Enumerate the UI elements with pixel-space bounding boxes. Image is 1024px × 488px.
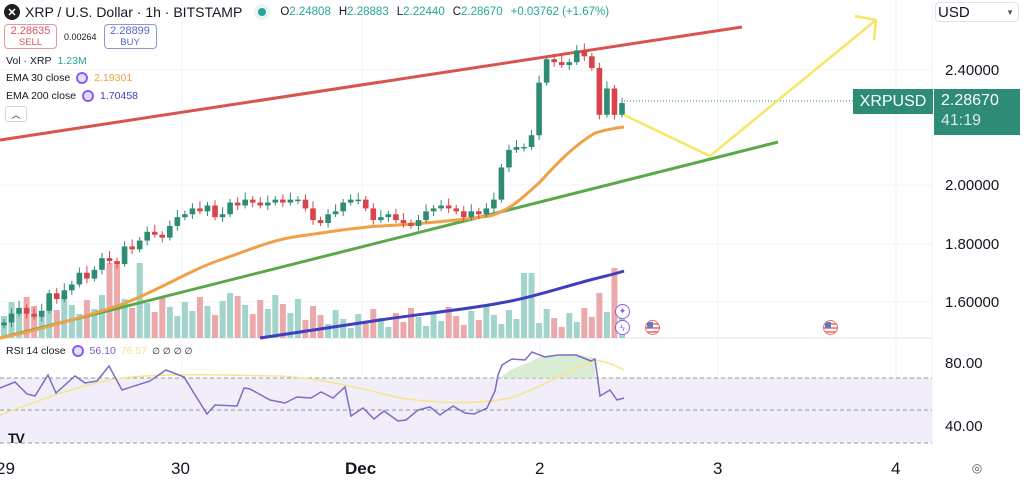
price-tick: 1.60000 <box>945 294 1000 311</box>
price-change: +0.03762 (+1.67%) <box>510 6 610 18</box>
settings-icon[interactable]: ◎ <box>971 461 983 475</box>
collapse-legend-button[interactable]: ︿ <box>5 106 27 122</box>
rsi-tick: 80.00 <box>945 355 983 372</box>
source-icon <box>82 90 95 102</box>
support-trendline[interactable] <box>0 140 779 340</box>
projection-arrowhead <box>854 14 878 41</box>
us-economic-event-icon[interactable] <box>823 320 838 335</box>
resistance-trendline[interactable] <box>0 25 743 142</box>
price-tick: 2.40000 <box>945 62 1000 79</box>
time-tick: 30 <box>171 459 190 478</box>
market-status-icon[interactable] <box>258 8 267 16</box>
time-tick: 4 <box>891 459 901 478</box>
ema200-line <box>259 269 625 340</box>
ema30-line <box>0 125 625 340</box>
symbol-header: ✕ XRP / U.S. Dollar · 1h · BITSTAMP O2.2… <box>4 2 609 22</box>
dividend-event-icon[interactable]: ϟ <box>615 320 630 335</box>
projection-path[interactable] <box>623 19 877 158</box>
grid <box>0 0 932 445</box>
ohlc-low: L2.22440 <box>396 6 445 18</box>
spread-value: 0.00264 <box>64 31 97 42</box>
us-economic-event-icon[interactable] <box>645 320 660 335</box>
ohlc-open: O2.24808 <box>280 6 331 18</box>
legend-ema30[interactable]: EMA 30 close 2.19301 <box>6 72 133 84</box>
price-tick: 2.00000 <box>945 177 1000 194</box>
time-tick: 2 <box>535 459 545 478</box>
symbol-price-label: XRPUSD <box>853 89 933 114</box>
rsi-line <box>0 351 625 422</box>
legend-ema200[interactable]: EMA 200 close 1.70458 <box>6 90 139 102</box>
trade-panel: 2.28635 SELL 0.00264 2.28899 BUY <box>4 24 157 49</box>
add-event-icon[interactable]: ✦ <box>615 304 630 319</box>
legend-volume[interactable]: Vol · XRP 1.23M <box>6 55 87 67</box>
time-tick: 29 <box>0 459 15 478</box>
xrp-logo-icon: ✕ <box>4 4 20 20</box>
rsi-tick: 40.00 <box>945 418 983 435</box>
time-tick: 3 <box>713 459 723 478</box>
rsi-legend[interactable]: RSI 14 close 56.10 76.57 ∅∅∅∅ <box>6 345 196 357</box>
candlesticks <box>1 43 625 329</box>
price-tick: 1.80000 <box>945 236 1000 253</box>
rsi-overbought-fill <box>500 354 595 378</box>
bar-countdown: 41:19 <box>941 112 982 129</box>
source-icon <box>71 345 84 357</box>
last-price-label: 2.28670 41:19 <box>934 89 1020 135</box>
currency-select[interactable]: USD ▼ <box>935 2 1019 22</box>
ohlc-high: H2.28883 <box>338 6 389 18</box>
sell-button[interactable]: 2.28635 SELL <box>4 24 57 49</box>
time-tick: Dec <box>345 459 377 478</box>
rsi-ma-line <box>0 359 625 416</box>
symbol-title[interactable]: XRP / U.S. Dollar · 1h · BITSTAMP <box>25 4 243 20</box>
ohlc-close: C2.28670 <box>452 6 503 18</box>
chevron-down-icon: ▼ <box>1006 7 1014 17</box>
tradingview-logo[interactable]: TV <box>8 430 25 446</box>
source-icon <box>76 72 89 84</box>
buy-button[interactable]: 2.28899 BUY <box>103 24 157 49</box>
chevron-up-icon: ︿ <box>11 109 21 120</box>
